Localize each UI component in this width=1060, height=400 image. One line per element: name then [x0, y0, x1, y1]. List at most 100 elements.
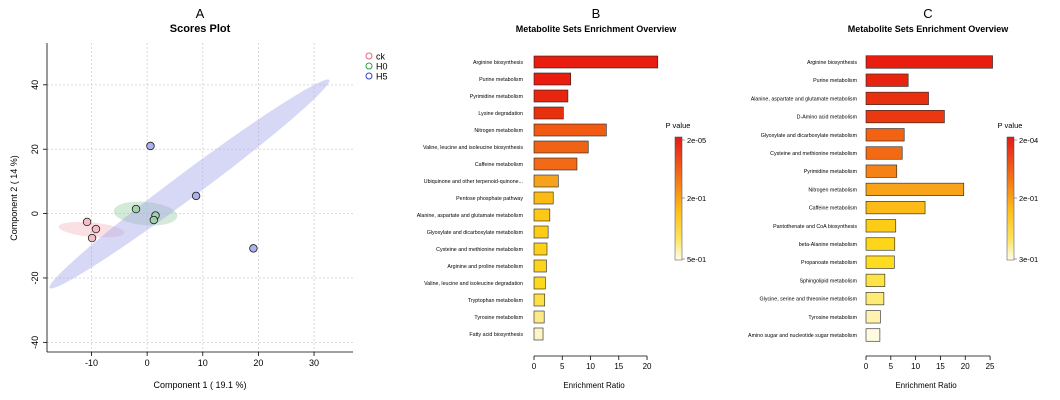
x-axis-label: Enrichment Ratio [895, 381, 957, 390]
legend-label: 2e-05 [687, 136, 706, 145]
bar [533, 89, 569, 103]
x-tick-label: 25 [986, 362, 995, 371]
category-label: Pentose phosphate pathway [456, 196, 523, 202]
category-label: D-Amino acid metabolism [797, 115, 858, 121]
category-label: Arginine biosynthesis [807, 60, 857, 66]
x-tick-label: 20 [253, 358, 263, 368]
y-tick-label: -20 [30, 271, 40, 284]
x-tick-label: 5 [889, 362, 894, 371]
x-tick-label: 5 [560, 362, 565, 371]
y-tick-label: 20 [30, 144, 40, 154]
panel-letter: B [592, 6, 601, 21]
p-value-colorbar [674, 136, 683, 261]
bar [533, 157, 578, 171]
bar [865, 201, 926, 215]
bar [865, 273, 886, 287]
chart-title: Scores Plot [170, 23, 231, 35]
category-label: Glyoxylate and dicarboxylate metabolism [427, 230, 524, 236]
legend-label: 5e-01 [687, 255, 706, 264]
x-tick-label: 30 [309, 358, 319, 368]
legend-title: P value [998, 121, 1023, 130]
p-value-colorbar [1006, 136, 1015, 261]
bar [533, 242, 548, 256]
panel-letter: C [923, 6, 932, 21]
x-tick-label: 10 [911, 362, 920, 371]
data-point-ck [91, 224, 101, 234]
data-point-H5 [146, 141, 155, 151]
legend-label: 2e-01 [1019, 194, 1038, 203]
category-label: Tryptophan metabolism [468, 298, 524, 304]
bar [865, 237, 896, 251]
bar [865, 255, 895, 269]
bar [865, 55, 993, 69]
category-label: Alanine, aspartate and glutamate metabol… [751, 96, 858, 102]
legend-marker-ck [365, 52, 373, 60]
category-label: Cysteine and methionine metabolism [770, 151, 857, 157]
category-label: Purine metabolism [479, 77, 523, 83]
bar [533, 140, 589, 154]
confidence-ellipse-H0 [113, 201, 178, 226]
category-label: Pyrimidine metabolism [804, 169, 858, 175]
data-point-H0 [149, 215, 159, 225]
x-tick-label: 10 [586, 362, 595, 371]
bar [865, 128, 905, 142]
confidence-ellipse-H5 [49, 79, 330, 289]
bar [533, 55, 659, 69]
category-label: Valine, leucine and isoleucine degradati… [424, 281, 523, 287]
category-label: beta-Alanine metabolism [799, 242, 858, 248]
x-tick-label: 0 [532, 362, 537, 371]
bar [865, 73, 909, 87]
category-label: Nitrogen metabolism [474, 128, 523, 134]
x-tick-label: 15 [614, 362, 623, 371]
legend-label-H0: H0 [376, 62, 388, 72]
bar [533, 276, 546, 290]
legend-label: 3e-01 [1019, 255, 1038, 264]
category-label: Arginine biosynthesis [473, 60, 523, 66]
y-tick-label: -40 [30, 336, 40, 349]
category-label: Amino sugar and nucleotide sugar metabol… [748, 333, 858, 339]
bar [865, 91, 929, 105]
category-label: Cysteine and methionine metabolism [436, 247, 523, 253]
category-label: Nitrogen metabolism [808, 187, 857, 193]
bar [533, 123, 607, 137]
y-tick-label: 40 [30, 80, 40, 90]
legend-label-H5: H5 [376, 72, 388, 82]
bar [865, 328, 881, 342]
panel-letter: A [196, 6, 205, 21]
chart-title: Metabolite Sets Enrichment Overview [516, 24, 678, 34]
bar [533, 310, 545, 324]
data-point-ck [82, 217, 92, 227]
category-label: Glyoxylate and dicarboxylate metabolism [761, 133, 858, 139]
bar [533, 191, 554, 205]
data-point-ck [87, 233, 97, 243]
data-point-H0 [131, 204, 141, 214]
bar [865, 310, 881, 324]
category-label: Alanine, aspartate and glutamate metabol… [417, 213, 524, 219]
legend-title: P value [666, 121, 691, 130]
chart-title: Metabolite Sets Enrichment Overview [848, 24, 1010, 34]
bar [533, 225, 549, 239]
x-axis-label: Enrichment Ratio [563, 381, 625, 390]
confidence-ellipse-ck [58, 221, 125, 238]
enrichment-panel-b: B Metabolite Sets Enrichment Overview Argi… [417, 6, 706, 390]
category-label: Tyrosine metabolism [808, 315, 857, 321]
bar [865, 182, 965, 196]
bar [865, 110, 945, 124]
category-label: Caffeine metabolism [475, 162, 524, 168]
bar [865, 219, 897, 233]
x-axis-label: Component 1 ( 19.1 %) [153, 380, 246, 390]
y-tick-label: 0 [30, 211, 40, 216]
bar [533, 106, 564, 120]
bar [533, 327, 544, 341]
category-label: Propanoate metabolism [801, 260, 858, 266]
bar [865, 292, 885, 306]
category-label: Pantothenate and CoA biosynthesis [773, 224, 857, 230]
category-label: Lysine degradation [478, 111, 523, 117]
bar [533, 293, 546, 307]
category-label: Fatty acid biosynthesis [469, 332, 523, 338]
x-tick-label: 0 [864, 362, 869, 371]
bar [865, 146, 903, 160]
category-label: Arginine and proline metabolism [447, 264, 523, 270]
x-tick-label: 20 [643, 362, 652, 371]
category-label: Glycine, serine and threonine metabolism [760, 297, 858, 303]
